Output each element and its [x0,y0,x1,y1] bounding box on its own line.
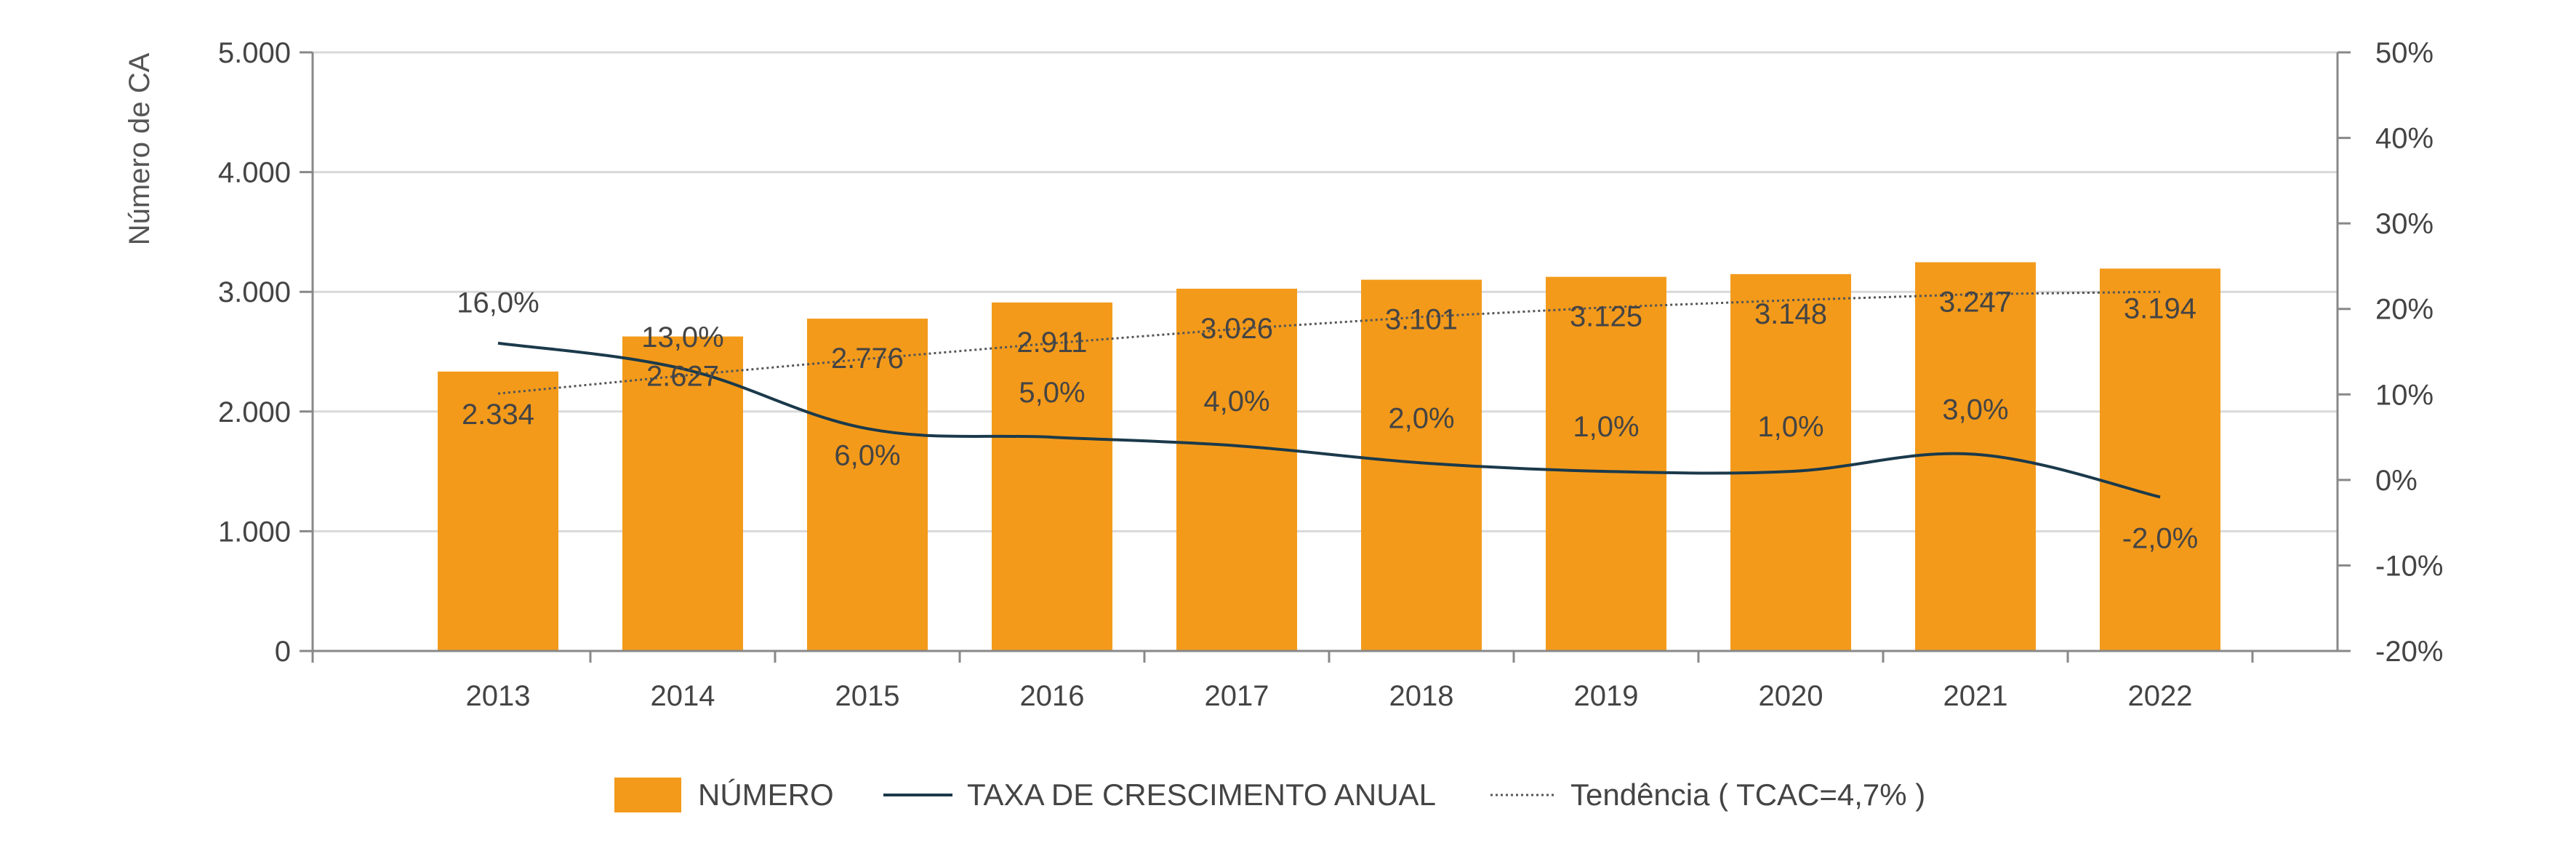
y-tick-label: 2.000 [218,396,291,428]
bar-2021 [1915,262,2036,651]
data-labels: 2.334 2.627 2.776 2.911 3.026 3.101 3.125 3.148… [457,287,2198,555]
bar-2020 [1730,273,1851,651]
rate-value-label: 13,0% [641,321,723,353]
trend-series [497,290,2161,395]
legend-label-rate: TAXA DE CRESCIMENTO ANUAL [967,778,1436,812]
x-tick-label: 2020 [1759,680,1823,712]
y2-tick-label: -10% [2375,550,2443,582]
x-tick-label: 2015 [835,680,900,712]
rate-value-label: -2,0% [2122,522,2199,554]
bar-value-label: 2.776 [831,343,904,375]
y2-tick-label: -20% [2375,636,2443,668]
x-tick-label: 2021 [1943,680,2008,712]
y2-tick-label: 10% [2375,379,2433,411]
bar-value-label: 3.125 [1570,301,1642,333]
trend-line [497,290,2161,395]
legend: NÚMERO TAXA DE CRESCIMENTO ANUAL Tendência… [614,778,1925,812]
bar-value-label: 2.334 [462,399,534,431]
x-tick-label: 2022 [2128,680,2193,712]
growth-rate-series [497,341,2161,499]
growth-rate-line [497,341,2161,499]
x-tick-label: 2014 [651,680,715,712]
rate-value-label: 4,0% [1203,385,1269,417]
y-tick-label: 0 [275,636,291,668]
rate-value-label: 6,0% [834,439,900,471]
y2-tick-label: 0% [2375,465,2417,497]
x-tick-label: 2013 [466,680,531,712]
bar-value-label: 3.247 [1939,287,2012,319]
bar-value-label: 2.627 [646,361,719,393]
bar-value-label: 2.911 [1016,327,1087,359]
legend-swatch-numero [614,778,681,812]
legend-label-trend: Tendência ( TCAC=4,7% ) [1570,778,1925,812]
bar-value-label: 3.194 [2124,292,2196,324]
y2-tick-label: 40% [2375,123,2433,155]
x-tick-label: 2017 [1205,680,1269,712]
y-tick-label: 5.000 [218,37,291,69]
bar-2013 [438,371,558,651]
bar-2017 [1176,288,1297,651]
y-tick-label: 1.000 [218,516,291,548]
bar-2014 [622,336,743,651]
legend-label-numero: NÚMERO [698,778,834,812]
y2-tick-label: 30% [2375,208,2433,240]
rate-value-label: 5,0% [1019,377,1085,409]
y-tick-label: 3.000 [218,276,291,308]
y-tick-label: 4.000 [218,157,291,189]
y2-tick-label: 20% [2375,294,2433,326]
y2-tick-label: 50% [2375,37,2433,69]
rate-value-label: 3,0% [1942,394,2008,426]
rate-value-label: 1,0% [1573,411,1639,443]
rate-value-label: 2,0% [1388,402,1454,434]
x-tick-label: 2016 [1020,680,1085,712]
bar-series [438,262,2220,652]
tick-labels: 0 1.000 2.000 3.000 4.000 5.000 -20% -10% 0% 10% 2… [218,37,2444,712]
bar-2016 [992,302,1112,651]
x-tick-label: 2019 [1574,680,1639,712]
x-tick-label: 2018 [1389,680,1454,712]
bar-value-label: 3.148 [1754,298,1827,330]
bar-value-label: 3.026 [1200,313,1273,345]
y-axis-title: Número de CA [124,52,156,245]
bar-2015 [807,319,928,651]
bar-2022 [2100,268,2220,652]
rate-value-label: 16,0% [457,287,539,319]
bar-value-label: 3.101 [1385,304,1458,336]
bar-2019 [1546,276,1666,651]
rate-value-label: 1,0% [1757,411,1823,443]
axes [300,51,2351,663]
